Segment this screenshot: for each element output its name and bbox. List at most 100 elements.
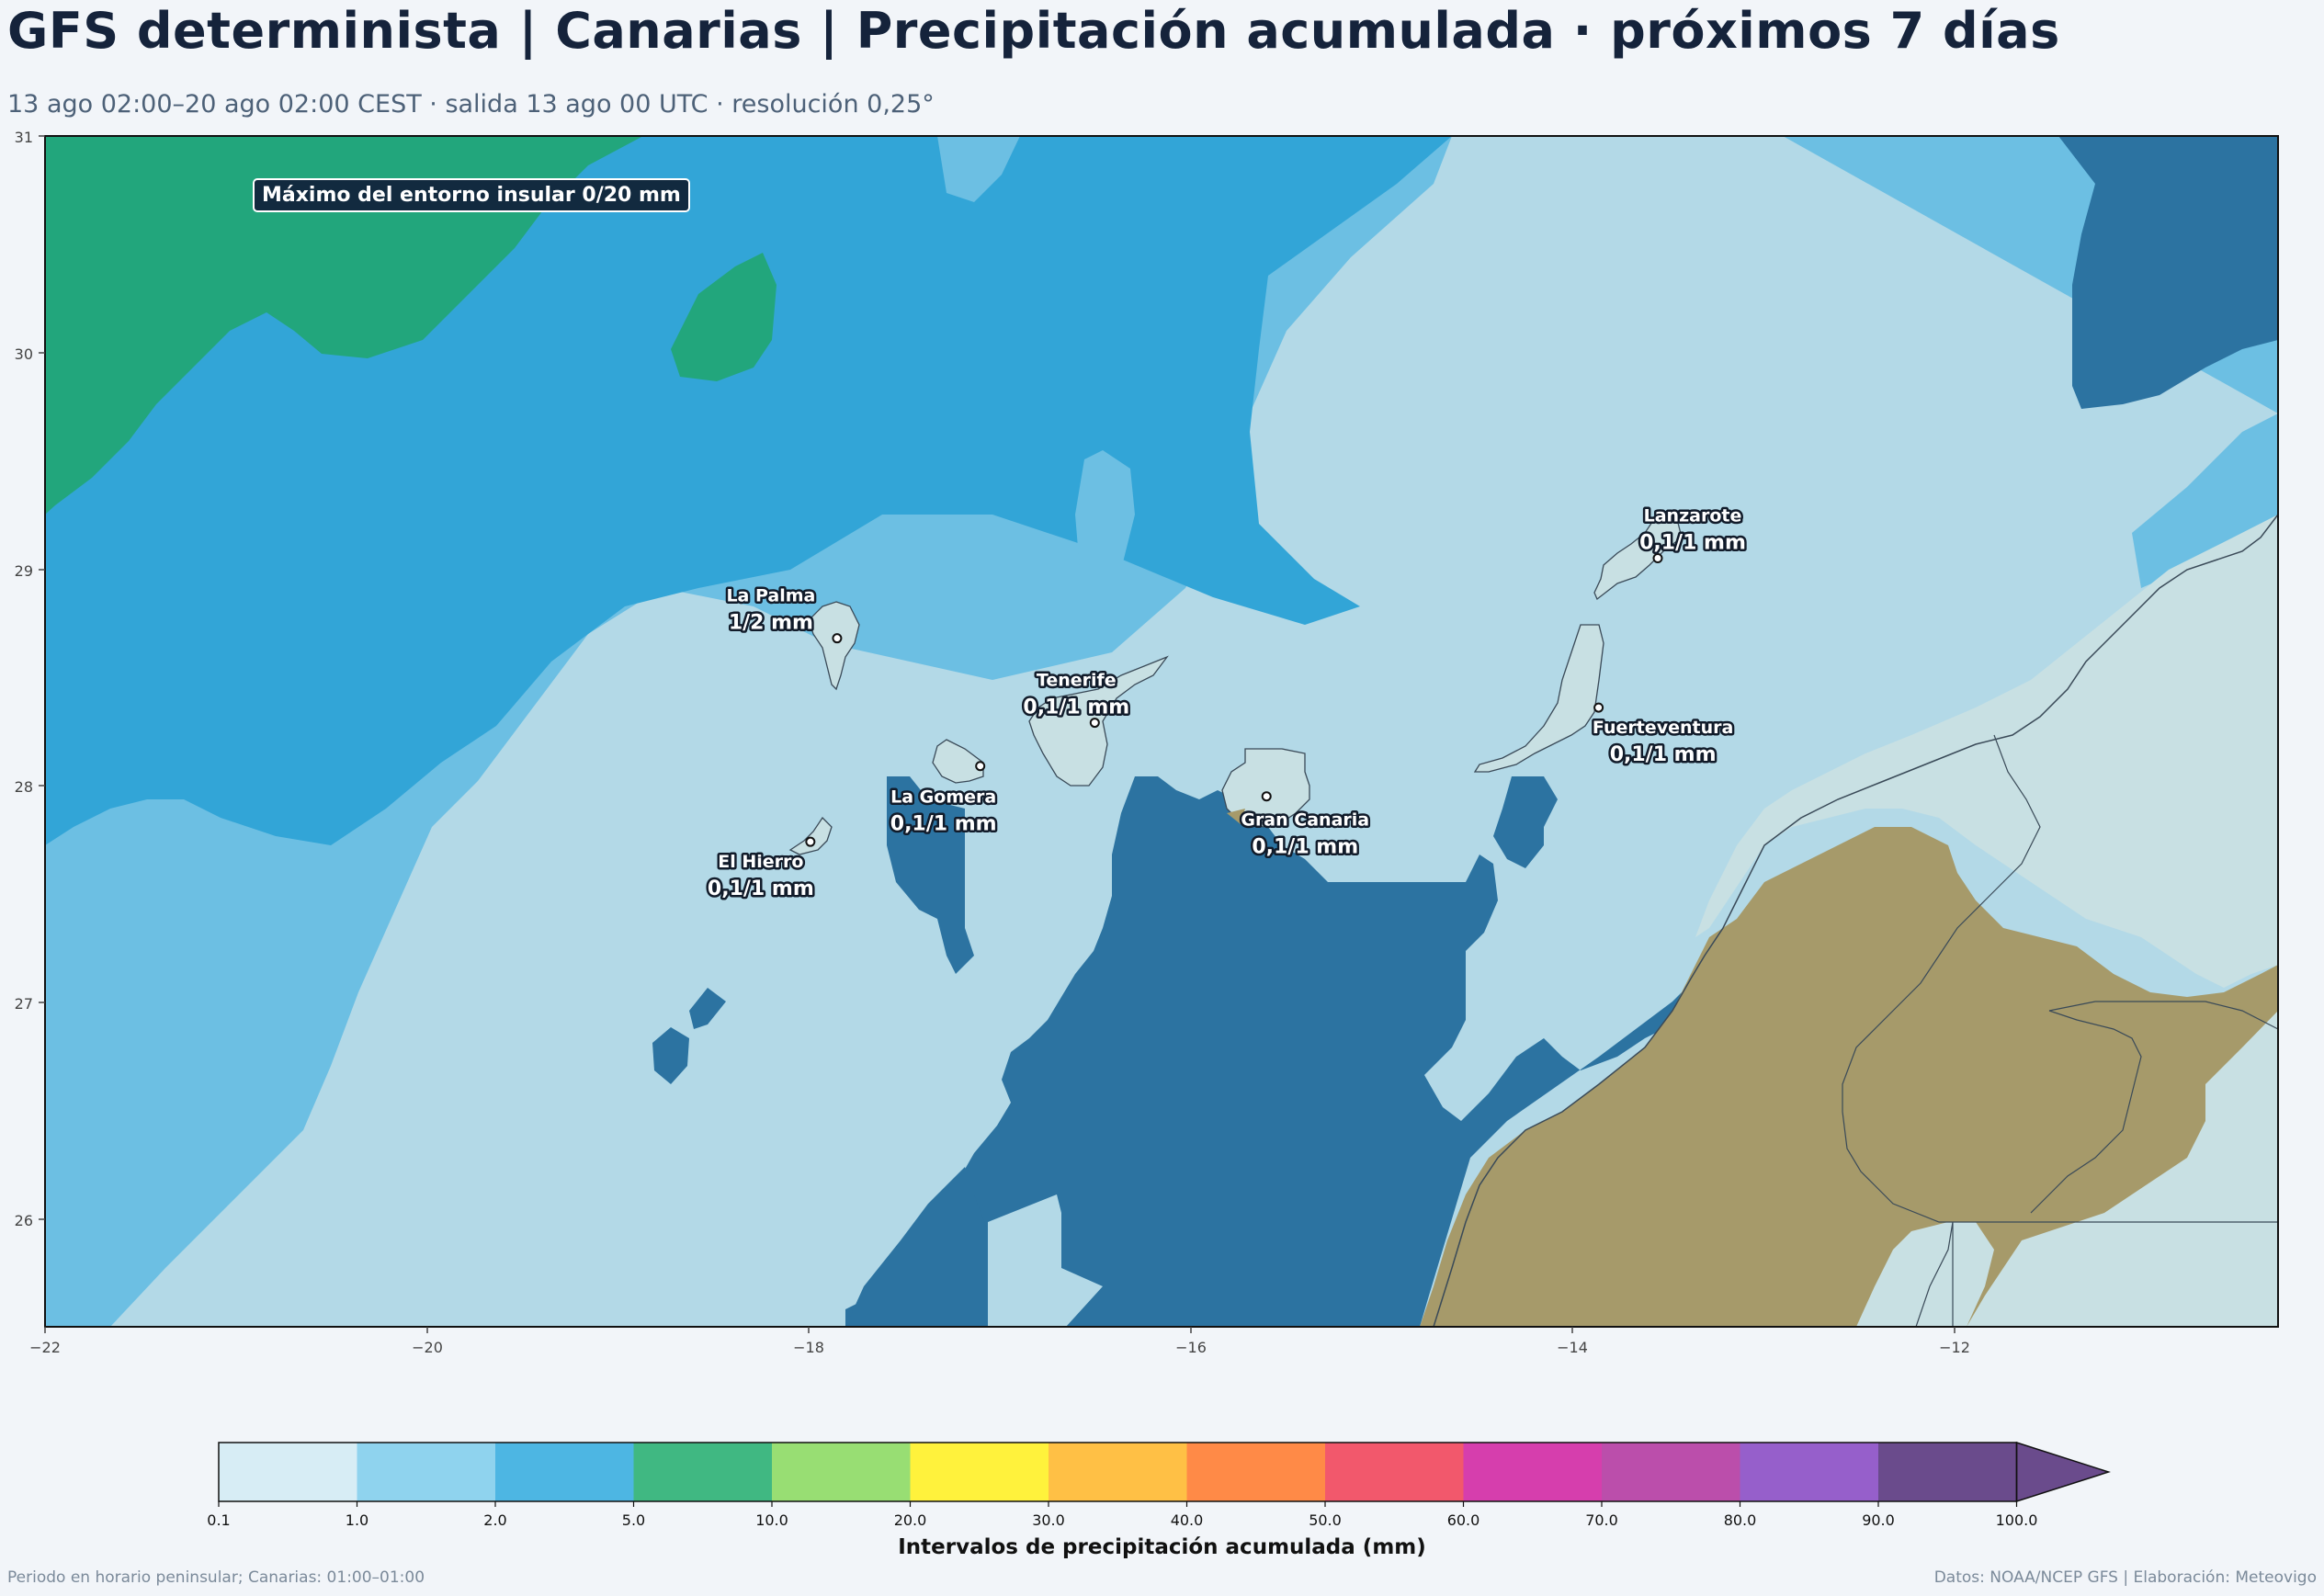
colorbar-segment (1463, 1443, 1603, 1501)
precip-band-1-2-north (937, 136, 1020, 202)
y-tick-label: 28 (15, 778, 33, 796)
x-tick-label: −12 (1939, 1339, 1970, 1356)
africa-land (1420, 827, 2278, 1327)
page-title: GFS determinista | Canarias | Precipitac… (7, 2, 2060, 60)
x-tick-label: −14 (1557, 1339, 1588, 1356)
island-la-gomera (932, 739, 984, 784)
map-note: Máximo del entorno insular 0/20 mm (253, 178, 690, 212)
island-value-label: 0,1/1 mm (708, 877, 814, 900)
masked-zone-ne (2058, 136, 2278, 409)
footer-note: Periodo en horario peninsular; Canarias:… (7, 1568, 425, 1587)
island-name-label: La Palma (726, 586, 815, 606)
island-name-label: Gran Canaria (1241, 810, 1369, 831)
island-name-label: La Gomera (890, 787, 996, 808)
africa-coastline (1433, 514, 2278, 1327)
island-value-label: 0,1/1 mm (1639, 531, 1746, 554)
colorbar-tick-label: 90.0 (1862, 1511, 1895, 1529)
colorbar-segment (357, 1443, 496, 1501)
colorbar-segment (1878, 1443, 2017, 1501)
colorbar-extend-arrow (2015, 1441, 2111, 1503)
colorbar-tick-label: 0.1 (207, 1511, 230, 1529)
masked-zone-gomera (887, 776, 974, 974)
colorbar-tick-label: 5.0 (622, 1511, 645, 1529)
map-field (45, 136, 2278, 1327)
island-el-hierro (788, 816, 833, 855)
precip-band-5-10-patch (671, 253, 777, 381)
y-tick-label: 29 (15, 562, 33, 580)
island-marker (1089, 718, 1100, 729)
colorbar-segment (1325, 1443, 1464, 1501)
colorbar-label: Intervalos de precipitación acumulada (m… (898, 1535, 1426, 1559)
africa-border-5 (2048, 1001, 2278, 1030)
colorbar-tick-label: 10.0 (755, 1511, 788, 1529)
africa-border-2 (1915, 1221, 1954, 1327)
colorbar-tick-label: 50.0 (1309, 1511, 1342, 1529)
masked-zone-patch-1 (689, 988, 726, 1029)
x-tick-label: −18 (793, 1339, 824, 1356)
footer-credits: Datos: NOAA/NCEP GFS | Elaboración: Mete… (1933, 1568, 2317, 1587)
y-tick-label: 31 (15, 129, 33, 146)
masked-zone-patch-2 (652, 1027, 689, 1084)
africa-land-light (1695, 136, 2278, 988)
island-labels: La Palma 1/2 mm Tenerife 0,1/1 mm La Gomera 0… (705, 504, 1748, 903)
island-name-label: Fuerteventura (1593, 718, 1733, 738)
colorbar-segment (1740, 1443, 1879, 1501)
colorbar-tick-label: 70.0 (1585, 1511, 1618, 1529)
island-marker (1652, 552, 1663, 563)
x-tick-label: −22 (29, 1339, 61, 1356)
island-value-label: 0,1/1 mm (890, 813, 997, 836)
x-axis: −22 −20 −18 −16 −14 −12 (29, 1327, 1970, 1356)
island-name-label: El Hierro (718, 852, 803, 872)
island-name-label: Tenerife (1037, 671, 1117, 691)
y-tick-label: 26 (15, 1212, 33, 1229)
colorbar-segment (219, 1443, 357, 1501)
colorbar: 0.1 1.0 2.0 5.0 10.0 20.0 30.0 40.0 50.0 60.0 70.0… (207, 1441, 2111, 1529)
colorbar-segment (1602, 1443, 1740, 1501)
precip-band-5-10-nw (45, 136, 643, 515)
map-frame (44, 135, 2279, 1328)
island-gran-canaria (1221, 748, 1310, 828)
island-gran-canaria-south (1227, 809, 1245, 824)
africa-land-south-strip (1856, 1222, 1994, 1327)
colorbar-tick-label: 2.0 (483, 1511, 506, 1529)
colorbar-segment (910, 1443, 1049, 1501)
island-value-label: 0,1/1 mm (1252, 836, 1358, 859)
colorbar-tick-label: 100.0 (1996, 1511, 2038, 1529)
island-value-label: 0,1/1 mm (1023, 696, 1129, 719)
y-tick-label: 30 (15, 345, 33, 363)
island-marker (1261, 791, 1272, 802)
colorbar-segment (1186, 1443, 1326, 1501)
island-value-label: 1/2 mm (729, 612, 813, 635)
x-tick-label: −16 (1175, 1339, 1207, 1356)
page-subtitle: 13 ago 02:00–20 ago 02:00 CEST · salida … (7, 90, 935, 119)
island-marker (1593, 702, 1604, 713)
colorbar-tick-label: 60.0 (1447, 1511, 1480, 1529)
colorbar-tick-label: 80.0 (1724, 1511, 1757, 1529)
island-marker (832, 633, 843, 644)
island-marker (805, 836, 816, 847)
island-fuerteventura (1473, 624, 1604, 773)
island-name-label: Lanzarote (1644, 505, 1742, 526)
island-la-palma (808, 601, 860, 691)
africa-border-1 (1842, 734, 2278, 1223)
colorbar-segment (772, 1443, 911, 1501)
africa-land-east-strip (1967, 1011, 2278, 1327)
masked-zone-sw (845, 1167, 988, 1327)
y-tick-label: 27 (15, 995, 33, 1013)
colorbar-segment (633, 1443, 773, 1501)
colorbar-tick-label: 1.0 (346, 1511, 368, 1529)
colorbar-border (218, 1442, 2018, 1502)
colorbar-tick-label: 20.0 (894, 1511, 927, 1529)
colorbar-segment (1049, 1443, 1187, 1501)
precip-band-1-2-tongue (1075, 450, 1135, 588)
colorbar-segment (495, 1443, 634, 1501)
island-lanzarote (1593, 509, 1683, 601)
africa-border-4 (2030, 1010, 2142, 1214)
masked-zone-south-gap (988, 1194, 1103, 1327)
masked-zone-south (845, 776, 1709, 1327)
x-tick-label: −20 (412, 1339, 443, 1356)
colorbar-tick-label: 30.0 (1032, 1511, 1065, 1529)
masked-zone-fuerteventura (1493, 776, 1558, 868)
island-value-label: 0,1/1 mm (1610, 743, 1717, 766)
